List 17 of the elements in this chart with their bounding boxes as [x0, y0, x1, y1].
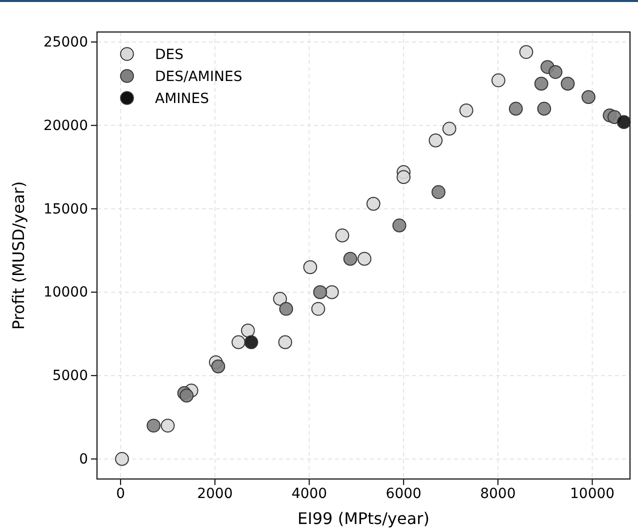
legend-label: DES/AMINES: [155, 69, 242, 85]
y-tick-label: 10000: [43, 284, 88, 301]
y-tick-label: 15000: [43, 201, 88, 218]
x-tick-label: 10000: [570, 486, 615, 502]
x-tick-label: 2000: [197, 486, 233, 502]
y-axis-title: Profit (MUSD/year): [9, 181, 28, 330]
x-axis-title: EI99 (MPts/year): [298, 509, 430, 528]
x-tick-label: 0: [116, 486, 126, 502]
y-tick-label: 25000: [43, 34, 88, 50]
legend-label: DES: [155, 47, 184, 63]
y-tick-label: 0: [79, 451, 88, 468]
legend-label: AMINES: [155, 91, 210, 107]
x-tick-label: 8000: [480, 486, 516, 502]
x-tick-label: 4000: [291, 486, 328, 502]
y-tick-label: 20000: [43, 118, 88, 134]
y-tick-label: 5000: [52, 368, 88, 384]
x-tick-label: 6000: [386, 486, 422, 502]
